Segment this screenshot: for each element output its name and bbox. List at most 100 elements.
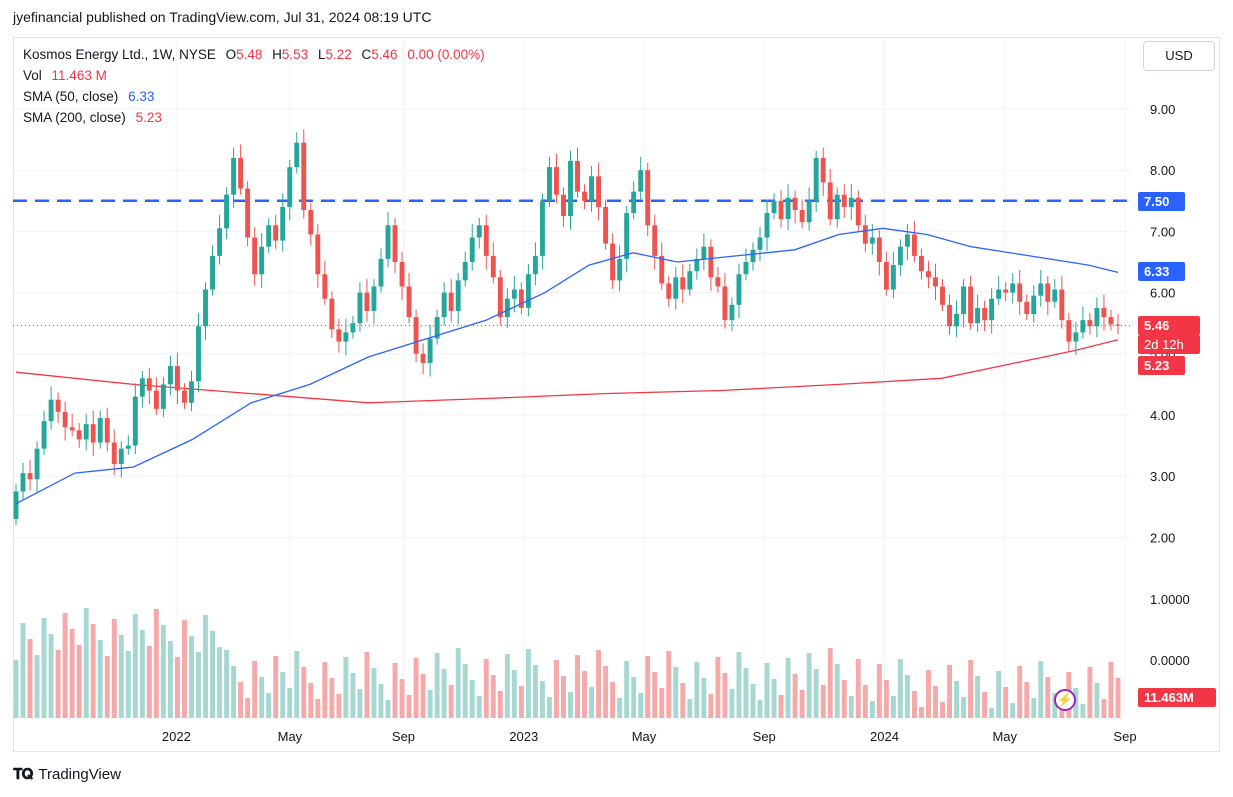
candle-body: [34, 448, 40, 480]
candle-body: [189, 381, 194, 403]
volume-bar: [546, 697, 552, 718]
volume-bar: [322, 662, 328, 718]
candle-body: [947, 304, 952, 327]
candle-body: [652, 225, 658, 256]
candle-body: [1059, 289, 1065, 321]
volume-bar: [280, 672, 286, 718]
candle-body: [90, 424, 96, 443]
candle-body: [1073, 332, 1079, 342]
candle-body: [926, 271, 931, 278]
price-tick-label: 8.00: [1150, 163, 1175, 178]
volume-bar: [399, 679, 405, 718]
volume-bar: [455, 648, 461, 718]
legend-sma200: 5.23: [135, 110, 162, 125]
volume-bar: [904, 675, 910, 718]
volume-bar: [961, 697, 967, 718]
tradingview-logo[interactable]: 𝐓𝐐 TradingView: [13, 766, 121, 783]
volume-bar: [1080, 704, 1086, 718]
volume-bar: [624, 661, 630, 718]
volume-bar: [427, 690, 433, 718]
candle-body: [954, 314, 960, 327]
candle-body: [287, 167, 293, 207]
candle-body: [869, 237, 875, 244]
volume-bar: [13, 660, 19, 718]
volume-bar: [820, 685, 826, 718]
candle-body: [97, 418, 103, 443]
volume-bar: [645, 656, 651, 718]
volume-bar: [771, 679, 777, 718]
legend-close: 5.46: [371, 47, 398, 62]
candle-body: [266, 225, 272, 247]
candle-body: [659, 255, 665, 284]
volume-bar: [413, 658, 419, 718]
volume-bar: [146, 646, 152, 718]
candle-body: [448, 292, 454, 311]
alert-bolt-icon[interactable]: ⚡: [1054, 689, 1076, 711]
candle-body: [167, 366, 173, 385]
candle-body: [139, 378, 145, 397]
candle-body: [27, 473, 33, 480]
volume-bar: [575, 655, 580, 718]
volume-bar: [918, 707, 924, 718]
price-tick-label: 6.00: [1150, 286, 1175, 301]
candle-body: [715, 277, 721, 287]
candle-body: [1101, 307, 1107, 318]
candle-body: [231, 157, 237, 195]
candle-body: [385, 225, 391, 259]
volume-bar: [371, 668, 377, 718]
candle-body: [399, 262, 405, 287]
candle-body: [862, 225, 868, 244]
volume-bar: [231, 666, 237, 718]
candle-body: [799, 209, 805, 223]
volume-bar: [1094, 683, 1100, 718]
volume-bar: [48, 634, 54, 718]
candle-body: [55, 399, 61, 412]
volume-bar: [1045, 677, 1051, 718]
volume-bar: [364, 652, 370, 718]
candle-body: [76, 430, 82, 440]
volume-bar: [954, 681, 960, 718]
time-tick-label: 2024: [870, 729, 899, 744]
candle-body: [1066, 320, 1072, 342]
candle-body: [1017, 283, 1023, 302]
volume-bar: [406, 695, 412, 718]
time-tick-label: 2023: [509, 729, 538, 744]
candle-body: [876, 237, 882, 262]
candle-body: [764, 213, 770, 238]
candle-body: [392, 225, 398, 262]
volume-bar: [883, 680, 889, 718]
candle-body: [1031, 295, 1037, 315]
volume-bar: [287, 688, 293, 718]
volume-bar: [982, 692, 988, 718]
time-tick-label: May: [632, 729, 657, 744]
volume-bar: [933, 686, 938, 718]
volume-bar: [301, 667, 307, 718]
volume-bar: [827, 648, 833, 718]
volume-bar: [62, 613, 68, 718]
volume-bar: [476, 696, 482, 718]
volume-bar: [294, 651, 300, 718]
candle-body: [217, 228, 223, 256]
currency-button[interactable]: USD: [1143, 41, 1215, 71]
candle-body: [554, 167, 559, 195]
volume-bar: [666, 651, 672, 718]
candle-body: [1115, 324, 1121, 326]
price-tick-label: 3.00: [1150, 469, 1175, 484]
candle-body: [483, 225, 489, 256]
volume-bar: [708, 694, 714, 718]
time-tick-label: May: [992, 729, 1017, 744]
legend-close-label: C: [361, 47, 372, 62]
candle-body: [743, 262, 749, 275]
volume-bar: [813, 669, 819, 718]
tradingview-logo-icon: 𝐓𝐐: [13, 766, 33, 783]
candle-body: [132, 396, 138, 446]
volume-bar: [743, 668, 749, 718]
candle-body: [357, 292, 363, 324]
legend-open-label: O: [225, 47, 237, 62]
volume-bar: [469, 680, 475, 718]
volume-bar: [118, 635, 124, 718]
candle-body: [427, 338, 433, 363]
volume-bar: [687, 699, 693, 718]
volume-bar: [392, 663, 398, 718]
